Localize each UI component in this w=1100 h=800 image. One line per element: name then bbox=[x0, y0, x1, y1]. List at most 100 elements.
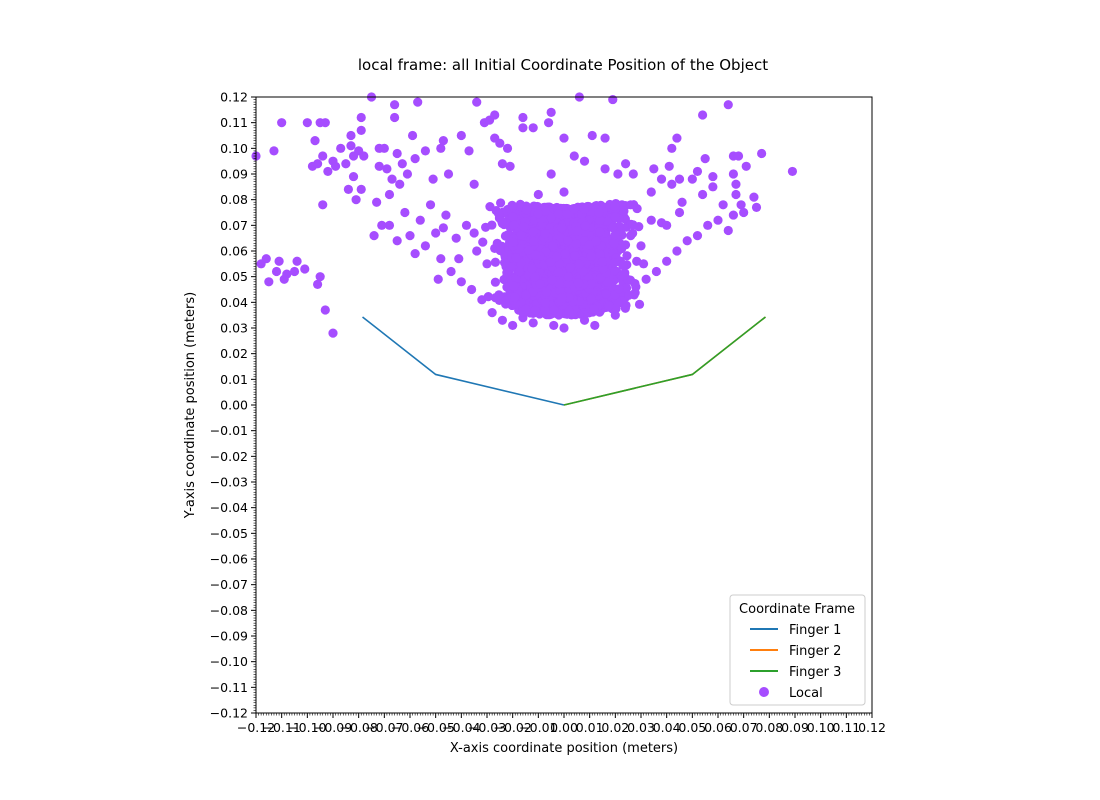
data-point bbox=[392, 236, 402, 246]
data-point bbox=[614, 284, 624, 294]
data-point bbox=[619, 270, 630, 280]
x-tick-label: −0.10 bbox=[288, 720, 326, 735]
data-point bbox=[553, 267, 564, 277]
data-point bbox=[518, 112, 528, 123]
data-point bbox=[563, 271, 573, 282]
y-tick-label: −0.03 bbox=[210, 475, 248, 490]
x-tick-label: −0.11 bbox=[263, 720, 301, 735]
data-point bbox=[628, 169, 638, 179]
data-point bbox=[572, 226, 583, 236]
data-point bbox=[728, 210, 739, 220]
data-point bbox=[687, 174, 697, 184]
data-point bbox=[621, 283, 632, 293]
data-point bbox=[595, 227, 605, 237]
data-point bbox=[343, 184, 353, 194]
data-point bbox=[487, 220, 497, 230]
data-point bbox=[651, 266, 662, 277]
y-tick-label: 0.01 bbox=[220, 372, 248, 387]
data-point bbox=[544, 118, 554, 128]
data-point bbox=[531, 250, 541, 260]
data-point bbox=[574, 259, 585, 269]
data-point bbox=[410, 154, 420, 164]
data-point bbox=[336, 143, 346, 153]
data-point bbox=[400, 207, 410, 218]
data-point bbox=[586, 294, 596, 304]
data-point bbox=[508, 320, 518, 331]
data-point bbox=[441, 210, 451, 220]
x-axis-label: X-axis coordinate position (meters) bbox=[450, 741, 678, 756]
data-point bbox=[613, 169, 623, 179]
legend-box bbox=[729, 594, 866, 706]
x-axis: −0.12−0.11−0.10−0.09−0.08−0.07−0.06−0.05… bbox=[237, 713, 886, 735]
data-point bbox=[528, 123, 538, 133]
data-point bbox=[379, 143, 389, 153]
data-point bbox=[502, 268, 512, 278]
data-point bbox=[590, 320, 600, 331]
data-point bbox=[586, 251, 596, 262]
y-tick-label: −0.05 bbox=[210, 526, 248, 541]
data-point bbox=[556, 232, 566, 243]
data-point bbox=[622, 251, 632, 261]
data-point bbox=[571, 239, 581, 249]
data-point bbox=[662, 256, 672, 266]
data-point bbox=[382, 164, 392, 174]
data-point bbox=[467, 284, 477, 295]
y-tick-label: 0.00 bbox=[220, 398, 248, 413]
y-tick-label: −0.09 bbox=[210, 629, 248, 644]
x-tick-label: 0.03 bbox=[627, 720, 655, 735]
data-point bbox=[700, 154, 710, 164]
x-tick-label: −0.08 bbox=[340, 720, 378, 735]
data-point bbox=[600, 164, 610, 174]
data-point bbox=[617, 243, 627, 254]
y-tick-label: 0.12 bbox=[220, 90, 248, 105]
data-point bbox=[594, 208, 604, 218]
y-tick-label: −0.08 bbox=[210, 603, 248, 618]
data-point bbox=[598, 264, 608, 274]
series-line-finger-3 bbox=[563, 316, 766, 406]
data-point bbox=[274, 256, 284, 266]
x-tick-label: 0.11 bbox=[832, 720, 860, 735]
data-point bbox=[586, 279, 596, 289]
data-point bbox=[490, 257, 501, 267]
legend-label-finger-1: Finger 1 bbox=[789, 623, 841, 638]
y-tick-label: −0.10 bbox=[210, 654, 248, 669]
data-point bbox=[508, 237, 518, 247]
data-point bbox=[487, 308, 497, 318]
data-point bbox=[454, 254, 464, 264]
legend-label-finger-2: Finger 2 bbox=[789, 644, 841, 659]
data-point bbox=[300, 264, 310, 274]
data-point bbox=[556, 223, 567, 233]
data-point bbox=[529, 236, 539, 247]
data-point bbox=[621, 159, 631, 169]
data-point bbox=[548, 241, 558, 251]
data-point bbox=[490, 277, 500, 287]
legend-label-local: Local bbox=[789, 686, 823, 701]
data-point bbox=[384, 220, 395, 230]
data-point bbox=[372, 197, 382, 207]
data-point bbox=[578, 266, 588, 276]
y-tick-label: 0.05 bbox=[220, 269, 248, 284]
data-point bbox=[549, 320, 559, 331]
data-point bbox=[629, 200, 639, 210]
data-point bbox=[514, 266, 525, 277]
y-tick-label: −0.12 bbox=[210, 706, 248, 721]
data-point bbox=[420, 146, 430, 156]
y-tick-label: −0.02 bbox=[210, 449, 248, 464]
data-point bbox=[602, 277, 612, 287]
data-point bbox=[565, 262, 575, 273]
data-point bbox=[554, 279, 565, 289]
y-tick-label: 0.10 bbox=[220, 141, 248, 156]
data-point bbox=[618, 260, 628, 271]
data-point bbox=[528, 287, 538, 297]
data-point bbox=[509, 220, 519, 230]
x-tick-label: 0.04 bbox=[653, 720, 681, 735]
data-point bbox=[723, 225, 733, 236]
data-point bbox=[610, 212, 620, 222]
data-point bbox=[524, 245, 534, 255]
data-point bbox=[320, 305, 330, 315]
data-point bbox=[478, 237, 488, 247]
data-point bbox=[667, 143, 677, 153]
data-point bbox=[545, 257, 556, 267]
data-point bbox=[323, 166, 333, 177]
